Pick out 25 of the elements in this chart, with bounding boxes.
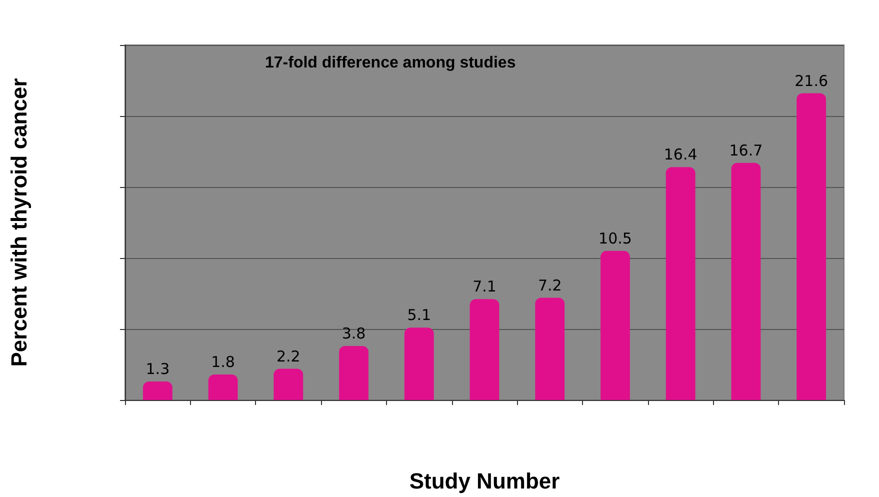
bar (731, 162, 761, 400)
data-label: 7.1 (472, 278, 496, 296)
data-label: 2.2 (276, 347, 300, 366)
data-label: 1.3 (146, 360, 170, 378)
x-axis-title: Study Number (409, 468, 560, 494)
bar (142, 382, 172, 400)
y-axis-title: Percent with thyroid cancer (6, 78, 32, 367)
bar (208, 374, 238, 400)
data-label: 5.1 (407, 306, 432, 324)
data-label: 21.6 (794, 72, 828, 90)
bar (274, 368, 304, 400)
bar (404, 328, 434, 400)
bar (666, 167, 696, 400)
bar (796, 93, 826, 400)
bar (339, 346, 368, 400)
bar (600, 250, 630, 400)
data-label: 3.8 (342, 324, 366, 343)
bar (470, 299, 500, 400)
data-label: 1.8 (211, 352, 235, 371)
data-label: 10.5 (598, 229, 632, 248)
data-label: 16.4 (664, 146, 698, 164)
bar (535, 298, 565, 400)
annotation: 17-fold difference among studies (265, 54, 516, 72)
data-label: 16.7 (729, 141, 763, 160)
data-label: 7.2 (538, 276, 562, 294)
